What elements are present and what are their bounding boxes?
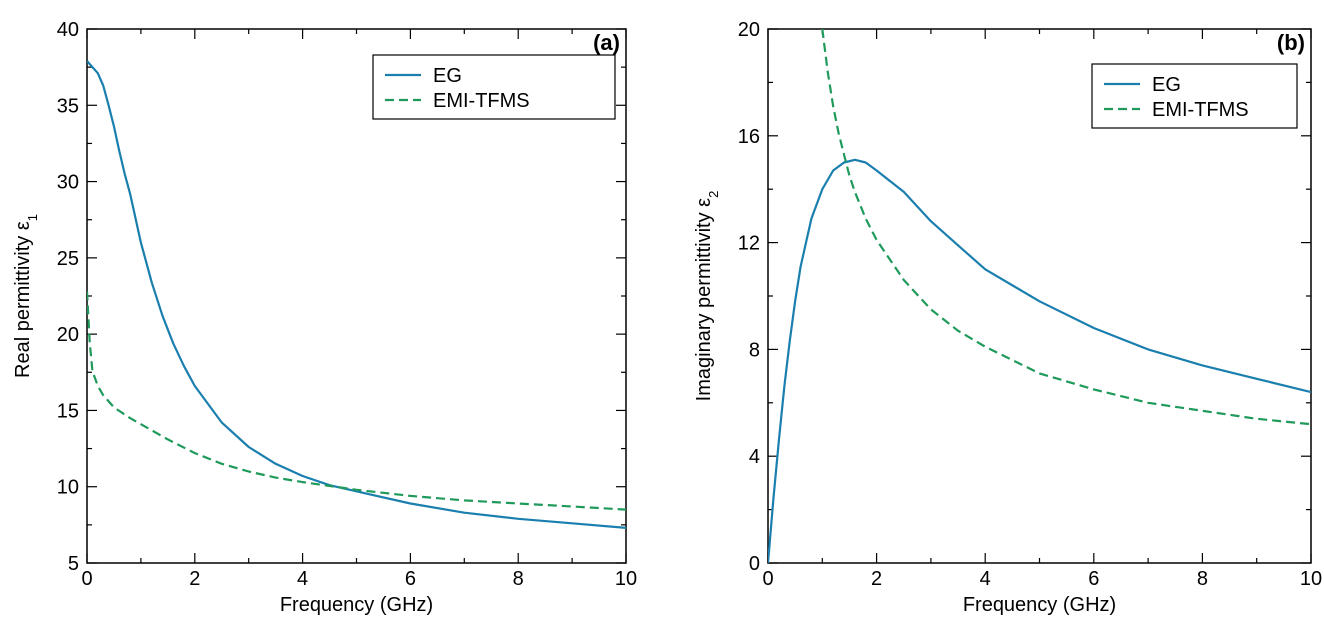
legend-label: EG — [1152, 74, 1181, 96]
y-tick-label: 4 — [749, 446, 760, 468]
y-axis-title: Imaginary permittivity ε2 — [693, 191, 721, 402]
x-tick-label: 0 — [762, 568, 773, 590]
y-tick-label: 20 — [738, 19, 760, 41]
panel-label: (b) — [1277, 30, 1305, 55]
y-tick-label: 16 — [738, 126, 760, 148]
x-tick-label: 6 — [405, 568, 416, 590]
x-tick-label: 6 — [1088, 568, 1099, 590]
y-axis-title: Real permittivity ε1 — [12, 214, 40, 378]
series-line-emi-tfms — [821, 29, 1311, 426]
x-tick-label: 8 — [1197, 568, 1208, 590]
x-tick-label: 0 — [81, 568, 92, 590]
x-tick-label: 2 — [871, 568, 882, 590]
legend-box — [372, 54, 616, 120]
x-axis-title: Frequency (GHz) — [963, 594, 1116, 616]
x-tick-label: 4 — [297, 568, 308, 590]
y-tick-label: 8 — [749, 339, 760, 361]
y-tick-label: 15 — [57, 400, 79, 422]
legend: EG EMI-TFMS — [372, 54, 616, 120]
y-tick-label: 5 — [68, 553, 79, 575]
y-tick-label: 0 — [749, 553, 760, 575]
x-tick-label: 10 — [1300, 568, 1322, 590]
y-tick-label: 12 — [738, 233, 760, 255]
legend-box — [1091, 63, 1298, 129]
chart-panel-a: 0 2 4 6 8 10 5 10 15 20 25 30 35 40 Frequency (GHz) Rea… — [12, 19, 637, 616]
panel-label: (a) — [593, 30, 620, 55]
y-tick-label: 20 — [57, 324, 79, 346]
series-line-eg — [87, 60, 626, 529]
legend-label: EMI-TFMS — [433, 90, 530, 112]
chart-panel-b: 0 2 4 6 8 10 0 4 8 12 16 20 Frequency (GHz) Imaginary… — [693, 19, 1322, 616]
series-line-emi-tfms — [87, 291, 626, 511]
y-tick-label: 30 — [57, 172, 79, 194]
x-axis-title: Frequency (GHz) — [280, 594, 433, 616]
y-tick-label: 40 — [57, 19, 79, 41]
legend-label: EG — [433, 65, 462, 87]
y-tick-label: 25 — [57, 248, 79, 270]
x-tick-label: 8 — [513, 568, 524, 590]
series-line-eg — [768, 158, 1311, 563]
x-tick-label: 2 — [189, 568, 200, 590]
legend-label: EMI-TFMS — [1152, 99, 1249, 121]
legend: EG EMI-TFMS — [1091, 63, 1298, 129]
y-tick-label: 35 — [57, 95, 79, 117]
y-tick-label: 10 — [57, 477, 79, 499]
series-layer — [768, 29, 1311, 563]
x-tick-label: 10 — [615, 568, 637, 590]
series-layer — [87, 60, 626, 529]
x-tick-label: 4 — [980, 568, 991, 590]
